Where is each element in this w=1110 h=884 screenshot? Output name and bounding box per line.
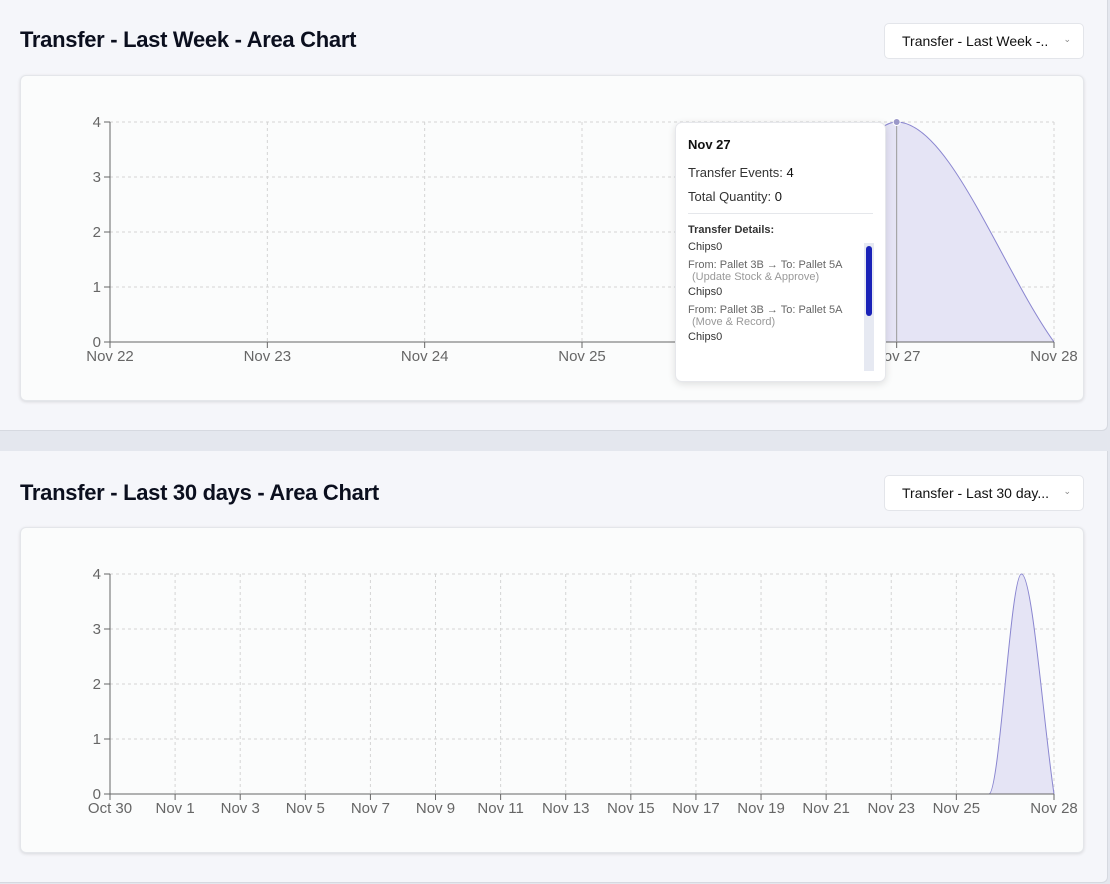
chart-title: Transfer - Last 30 days - Area Chart	[20, 480, 379, 505]
chart-tooltip: Nov 27 Transfer Events: 4 Total Quantity…	[675, 122, 886, 382]
x-tick-label: Nov 22	[86, 348, 134, 365]
area-chart[interactable]: 0 1 2 3 4 Oct 30 Nov 1 Nov 3 Nov 5 Nov 7 Nov 9 Nov …	[21, 528, 1085, 854]
x-tick-label: Nov 17	[672, 800, 720, 817]
x-tick-label: Nov 23	[244, 348, 292, 365]
transfer-detail-item: Chips0 From: Pallet 3B → To: Pallet 5A (…	[688, 286, 866, 328]
y-tick-label: 1	[93, 279, 101, 296]
item-name: Chips0	[688, 241, 723, 253]
item-route: From: Pallet 3B → To: Pallet 5A	[688, 259, 843, 271]
x-tick-label: Nov 21	[802, 800, 850, 817]
x-tick-label: Nov 15	[607, 800, 655, 817]
x-tick-label: Nov 1	[156, 800, 195, 817]
panel-last-30-days: Transfer - Last 30 days - Area Chart Tra…	[0, 451, 1108, 883]
chevron-down-icon: ⌄	[1063, 486, 1071, 496]
quantity-label: Total Quantity:	[688, 189, 775, 204]
x-tick-label: Nov 7	[351, 800, 390, 817]
events-label: Transfer Events:	[688, 165, 787, 180]
x-tick-label: Nov 19	[737, 800, 785, 817]
events-value: 4	[786, 165, 794, 180]
chart-select[interactable]: Transfer - Last Week -.. ⌄	[884, 23, 1084, 59]
y-tick-label: 4	[93, 114, 101, 131]
panel-last-week: Transfer - Last Week - Area Chart Transf…	[0, 0, 1108, 431]
y-tick-label: 3	[93, 621, 101, 638]
item-name: Chips0	[688, 286, 723, 298]
y-tick-label: 2	[93, 676, 101, 693]
x-tick-label: Nov 28	[1030, 348, 1078, 365]
item-action: (Update Stock & Approve)	[692, 271, 820, 283]
x-tick-label: Nov 11	[477, 800, 523, 817]
y-tick-label: 2	[93, 224, 101, 241]
tooltip-details-heading: Transfer Details:	[688, 224, 775, 236]
x-tick-label: Nov 25	[558, 348, 606, 365]
y-tick-label: 1	[93, 731, 101, 748]
x-tick-label: Nov 13	[542, 800, 590, 817]
tooltip-date: Nov 27	[688, 137, 731, 152]
select-value: Transfer - Last Week -..	[902, 33, 1049, 49]
tooltip-quantity: Total Quantity: 0	[688, 189, 873, 204]
x-tick-label: Nov 5	[286, 800, 325, 817]
y-tick-label: 4	[93, 566, 101, 583]
transfer-detail-item: Chips0	[688, 331, 866, 343]
divider	[688, 213, 873, 214]
item-action: (Move & Record)	[692, 316, 776, 328]
chevron-down-icon: ⌄	[1063, 34, 1071, 44]
tooltip-scrollbar[interactable]	[864, 243, 874, 371]
item-name: Chips0	[688, 331, 723, 343]
quantity-value: 0	[774, 189, 782, 204]
x-tick-label: Nov 23	[867, 800, 915, 817]
scrollbar-thumb[interactable]	[866, 246, 872, 316]
area-fill	[110, 574, 1054, 794]
select-value: Transfer - Last 30 day...	[902, 485, 1050, 501]
chart-title: Transfer - Last Week - Area Chart	[20, 27, 357, 52]
chart-select[interactable]: Transfer - Last 30 day... ⌄	[884, 475, 1084, 511]
chart-card: 0 1 2 3 4 Oct 30 Nov 1 Nov 3 Nov 5 Nov 7 Nov 9 Nov …	[20, 527, 1084, 853]
x-tick-label: Oct 30	[88, 800, 132, 817]
tooltip-events: Transfer Events: 4	[688, 165, 873, 180]
x-tick-label: Nov 9	[416, 800, 455, 817]
x-tick-label: Nov 24	[401, 348, 449, 365]
x-tick-label: Nov 25	[933, 800, 981, 817]
y-tick-label: 3	[93, 169, 101, 186]
y-tick-label: 0	[93, 786, 101, 803]
area-line	[110, 573, 1055, 795]
x-tick-label: Nov 3	[221, 800, 260, 817]
item-route: From: Pallet 3B → To: Pallet 5A	[688, 304, 843, 316]
x-tick-label: Nov 28	[1030, 800, 1078, 817]
y-tick-label: 0	[93, 334, 101, 351]
active-dot	[892, 118, 901, 126]
transfer-detail-item: Chips0 From: Pallet 3B → To: Pallet 5A (…	[688, 241, 866, 283]
